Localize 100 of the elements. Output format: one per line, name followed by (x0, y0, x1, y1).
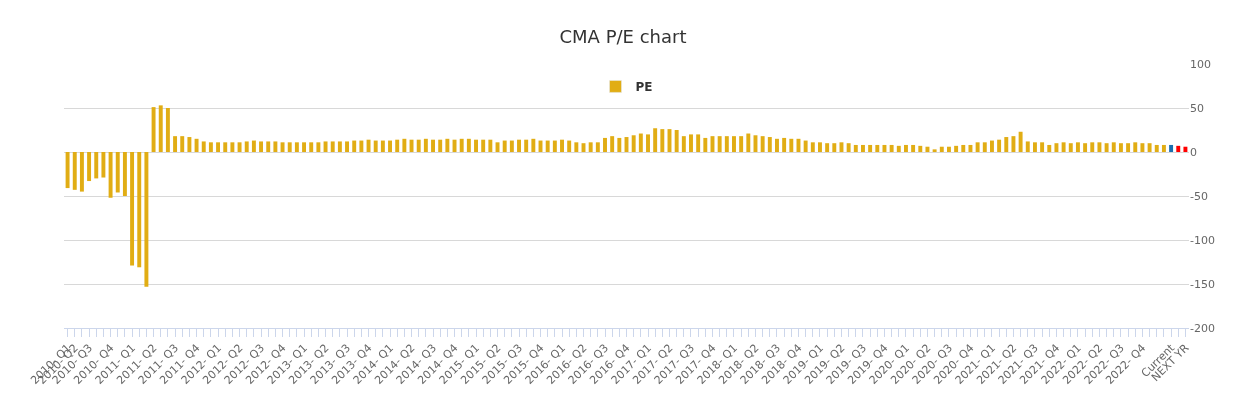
bar (402, 138, 407, 152)
bar (825, 143, 830, 152)
bar (216, 142, 221, 152)
bar (782, 137, 787, 152)
bar (1161, 144, 1166, 152)
bar (431, 139, 435, 152)
bar (502, 140, 507, 152)
bar (1068, 143, 1073, 152)
y-tick-label: -150 (1190, 277, 1215, 291)
bar (1133, 142, 1138, 152)
bar (517, 139, 521, 152)
bar (1104, 143, 1109, 152)
bar (567, 140, 572, 152)
y-tick-label: -100 (1190, 233, 1215, 247)
bar (388, 140, 393, 152)
bar (459, 138, 464, 152)
bar (882, 144, 887, 152)
bar (868, 144, 873, 152)
bar (832, 143, 837, 152)
bar (552, 140, 557, 152)
bar (961, 144, 966, 152)
bar (466, 138, 471, 152)
bar (896, 145, 901, 152)
bar (982, 142, 987, 152)
bar (989, 140, 994, 152)
bar (302, 142, 307, 152)
bar (968, 144, 973, 152)
bar (903, 144, 908, 152)
bar (997, 139, 1002, 152)
bar (574, 142, 579, 152)
bar (359, 140, 364, 152)
legend-label: PE (635, 80, 653, 95)
bar (309, 142, 314, 152)
bar (1097, 142, 1102, 152)
bar (739, 136, 744, 152)
bar (724, 136, 729, 152)
bar (531, 138, 536, 152)
bar (1111, 142, 1116, 152)
bar (789, 138, 794, 152)
bar (158, 105, 163, 152)
bar (653, 128, 658, 152)
bar (101, 152, 106, 178)
y-tick-label: -200 (1190, 321, 1215, 335)
bar (223, 142, 228, 152)
bar (818, 142, 822, 152)
bar (137, 152, 142, 268)
bar (918, 145, 923, 152)
bar (524, 139, 529, 152)
bar (330, 141, 335, 152)
bar (932, 149, 937, 152)
bar (1083, 143, 1088, 152)
bar (251, 140, 256, 152)
bar (445, 138, 450, 152)
bar (280, 142, 285, 152)
bar (1011, 136, 1016, 152)
bar (259, 141, 264, 152)
bar (180, 136, 185, 152)
bar (208, 142, 213, 152)
bar (689, 134, 693, 152)
bar (631, 135, 636, 152)
bar (1126, 143, 1131, 152)
bar (1090, 142, 1095, 152)
bar (287, 142, 292, 152)
bar (144, 152, 149, 287)
bar (94, 152, 99, 179)
bar (732, 136, 736, 152)
chart-title: CMA P/E chart (559, 25, 687, 47)
y-tick-label: 0 (1190, 145, 1197, 159)
bar (1154, 144, 1159, 152)
bar (366, 139, 371, 152)
bar (638, 133, 643, 152)
bar (703, 137, 708, 152)
bar (1140, 143, 1145, 152)
bar (1018, 131, 1023, 152)
bar (1169, 144, 1174, 152)
bar (423, 138, 428, 152)
bar (853, 144, 858, 152)
bar (660, 129, 665, 152)
bar (1047, 144, 1052, 152)
bar (954, 145, 959, 152)
bar (717, 136, 722, 152)
bar (595, 142, 600, 152)
bar (201, 141, 206, 152)
bar (409, 139, 414, 152)
bar (230, 142, 235, 152)
bar (316, 142, 321, 152)
bar (939, 146, 944, 152)
bar (1061, 142, 1066, 152)
bar (560, 139, 564, 152)
bar (65, 152, 70, 189)
bar (122, 152, 127, 196)
bar (481, 139, 486, 152)
bar (696, 134, 701, 152)
bar (674, 130, 679, 152)
y-tick-label: 100 (1190, 57, 1211, 71)
bar (803, 140, 808, 152)
bar (266, 141, 271, 152)
bar (975, 142, 980, 152)
bar (323, 141, 328, 152)
bar (1118, 143, 1123, 152)
